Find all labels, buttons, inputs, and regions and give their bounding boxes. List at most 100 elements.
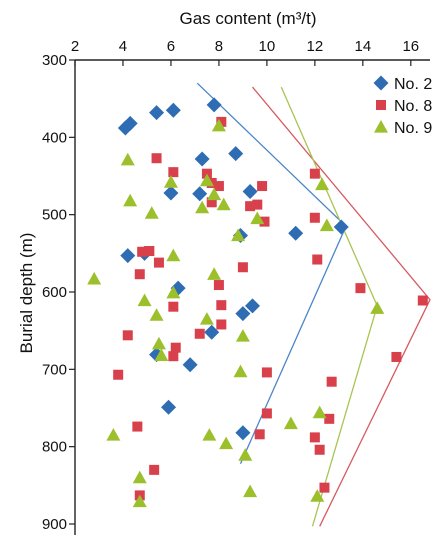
data-point [166,248,181,262]
data-point [207,267,222,280]
data-point [163,185,179,201]
trend-line [280,86,378,527]
legend-label: No. 9 [394,120,432,137]
legend-marker [373,75,389,91]
legend-label: No. 8 [394,98,432,115]
trend-line [196,82,347,464]
y-tick-label: 500 [42,207,67,224]
data-point [261,367,272,378]
data-point [199,312,214,325]
data-point [122,115,138,131]
data-point [195,200,210,214]
x-tick-label: 10 [259,38,276,55]
data-point [319,218,334,232]
data-point [120,248,136,264]
data-point [153,257,164,268]
x-axis: 2 4 6 8 10 12 14 16 [71,38,419,66]
data-point [151,153,162,164]
x-tick-label: 16 [402,38,419,55]
data-point [310,489,325,502]
data-point [149,105,165,121]
y-axis-title: Burial depth (m) [17,233,36,354]
data-point [228,146,244,162]
legend-label: No. 2 [394,76,432,93]
data-point [137,246,148,257]
x-tick-label: 4 [119,38,127,55]
data-point [333,219,349,235]
data-point [213,280,224,291]
data-point [123,193,138,207]
data-point [163,175,178,188]
data-point [87,271,102,285]
x-axis-title: Gas content (m³/t) [180,9,317,28]
data-point [168,167,179,178]
y-tick-label: 800 [42,439,67,456]
data-point [170,342,181,353]
data-point [216,300,227,311]
data-point [237,262,248,273]
data-point [309,168,320,179]
y-tick-label: 700 [42,361,67,378]
data-point [106,428,121,441]
data-point [309,432,320,443]
data-point [312,405,327,419]
data-point [206,197,217,208]
data-point [192,186,208,202]
data-point [137,293,152,307]
data-point [132,494,147,508]
data-point [204,324,220,340]
data-point [231,228,246,242]
data-point [122,330,133,341]
data-points [87,97,428,508]
data-point [168,301,179,312]
data-point [199,173,214,187]
data-point [219,436,234,450]
data-point [211,118,226,132]
data-point [132,421,143,432]
data-point [242,183,258,199]
data-point [202,428,217,441]
y-axis: 300 400 500 600 700 800 900 [42,52,75,533]
data-point [216,197,231,211]
data-point [235,425,251,441]
data-point [254,429,265,440]
data-point [144,246,155,257]
y-tick-label: 600 [42,284,67,301]
data-point [151,336,166,350]
data-point [238,448,253,461]
data-point [194,151,210,167]
data-point [168,351,179,362]
y-tick-label: 300 [42,52,67,69]
data-point [261,408,272,419]
data-point [324,413,335,424]
data-point [132,470,147,484]
data-point [391,351,402,362]
data-point [216,319,227,330]
data-point [312,254,323,265]
x-tick-label: 6 [167,38,175,55]
data-point [206,97,222,113]
data-point [149,464,160,475]
data-point [182,357,198,373]
data-point [120,152,135,166]
data-point [213,181,224,192]
x-tick-label: 8 [215,38,223,55]
data-point [417,295,428,306]
data-point [355,283,366,294]
data-point [326,376,337,387]
data-point [233,364,248,378]
data-point [149,308,164,321]
trend-line [252,86,431,527]
data-point [243,484,258,498]
data-point [252,199,263,210]
data-point [154,348,169,362]
x-tick-label: 12 [307,38,324,55]
x-tick-label: 14 [354,38,371,55]
data-point [134,269,145,280]
data-point [245,298,260,314]
data-point [309,212,320,223]
x-tick-label: 2 [71,38,79,55]
legend: No. 2 No. 8 No. 9 [373,75,432,137]
legend-marker [374,120,388,133]
